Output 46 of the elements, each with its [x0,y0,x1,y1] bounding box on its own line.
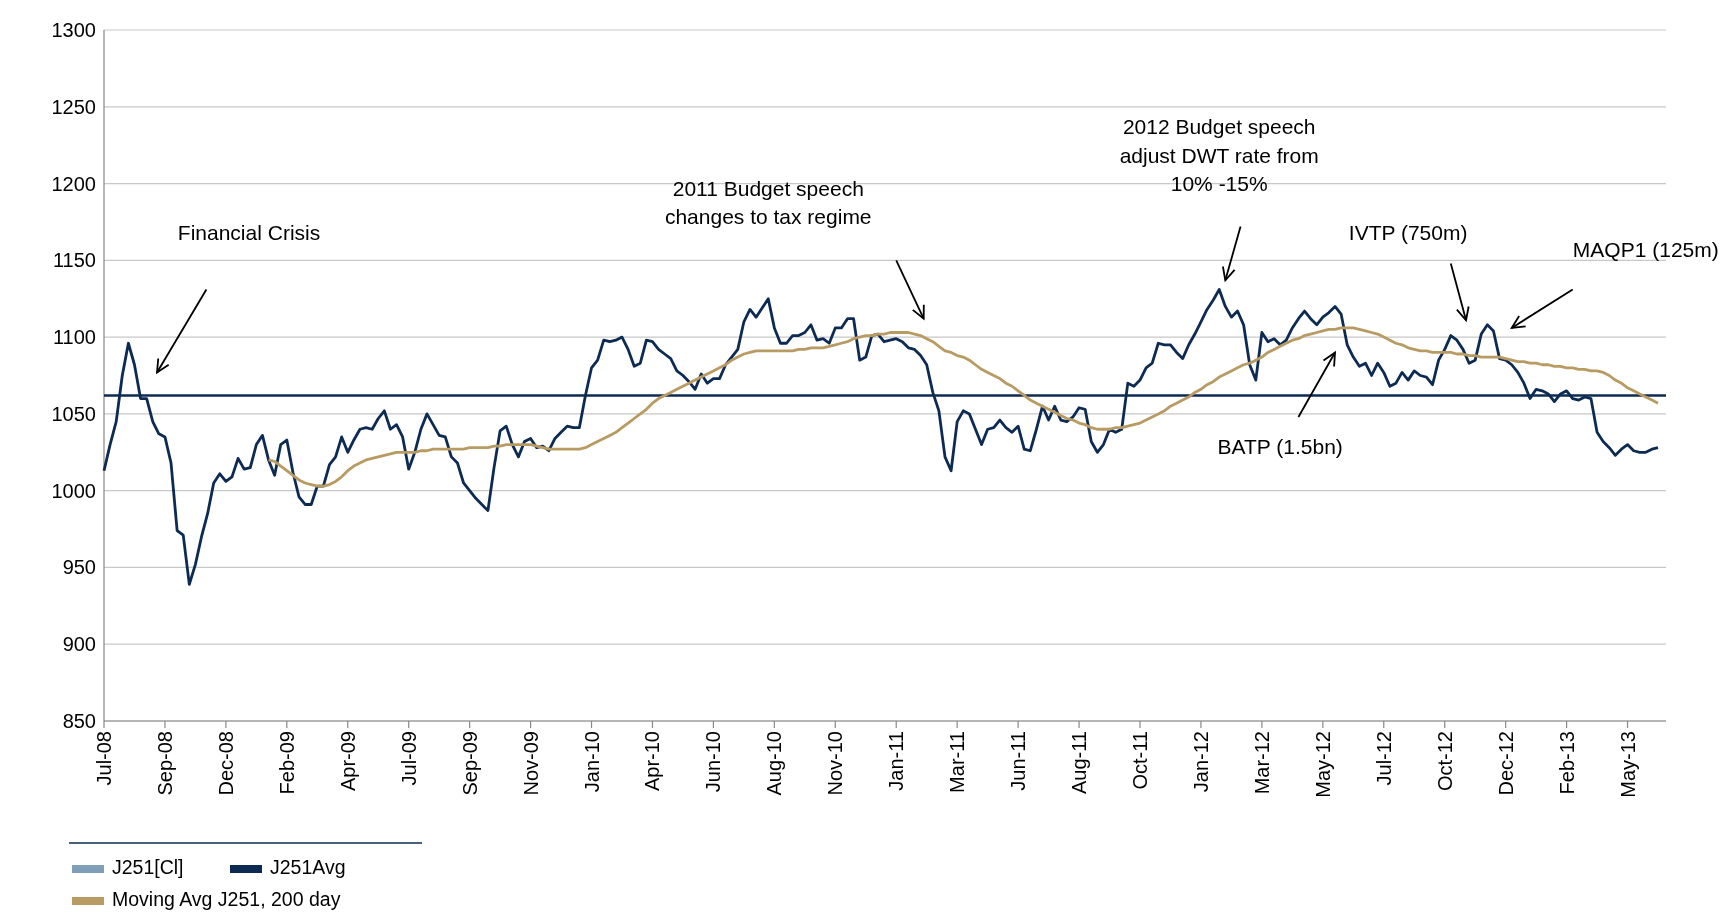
x-tick-label: Jul-09 [397,731,420,786]
annotation: IVTP (750m) [1348,221,1468,245]
y-tick-label: 1050 [51,402,96,425]
x-tick-label: Nov-10 [824,731,847,796]
x-tick-label: Jul-12 [1372,731,1395,786]
y-tick-label: 1100 [52,326,96,349]
x-tick-label: Mar-12 [1250,731,1273,795]
x-tick-label: Jan-12 [1189,731,1212,793]
annotation: 2011 Budget speech changes to tax regime [664,176,872,229]
y-tick-label: 1150 [52,249,96,272]
y-tick-label: 1200 [51,172,96,195]
annotation: 2012 Budget speech adjust DWT rate from 10% -15% [1119,115,1319,196]
x-tick-label: Sep-09 [458,731,481,796]
x-tick-label: Aug-10 [763,731,786,796]
y-tick-label: 950 [62,556,96,579]
x-tick-label: Oct-12 [1433,731,1456,792]
x-tick-label: Oct-11 [1129,731,1151,790]
annotation: BATP (1.5bn) [1217,434,1343,458]
legend-label: Moving Avg J251, 200 day [112,888,341,910]
x-tick-label: Dec-08 [214,731,237,796]
x-tick-label: Jun-10 [702,731,725,793]
x-tick-label: Dec-12 [1494,731,1517,796]
x-tick-label: Apr-10 [641,731,664,792]
line-series [267,326,1660,488]
x-tick-label: May-13 [1616,731,1639,798]
x-tick-label: Nov-09 [519,731,542,796]
y-tick-label: 900 [62,633,96,656]
x-tick-label: Jul-08 [93,731,115,786]
x-tick-label: Feb-13 [1555,731,1578,795]
x-tick-label: Jan-10 [580,731,603,793]
x-tick-label: Jun-11 [1007,731,1030,791]
x-tick-label: May-12 [1311,731,1334,798]
x-tick-label: Aug-11 [1068,731,1091,795]
annotation: MAQP1 (125m) [1572,238,1719,262]
x-tick-label: Sep-08 [153,731,176,796]
y-tick-label: 1300 [51,19,96,41]
y-tick-label: 1250 [51,95,96,118]
x-tick-label: Jan-11 [885,731,908,791]
legend-label: J251Avg [270,856,346,878]
x-tick-label: Mar-11 [946,731,969,793]
annotation: Financial Crisis [177,221,321,245]
x-tick-label: Apr-09 [336,731,359,792]
y-tick-label: 1000 [51,479,96,502]
x-tick-label: Feb-09 [275,731,298,795]
legend-label: J251[Cl] [112,856,184,878]
y-tick-label: 850 [62,710,96,732]
